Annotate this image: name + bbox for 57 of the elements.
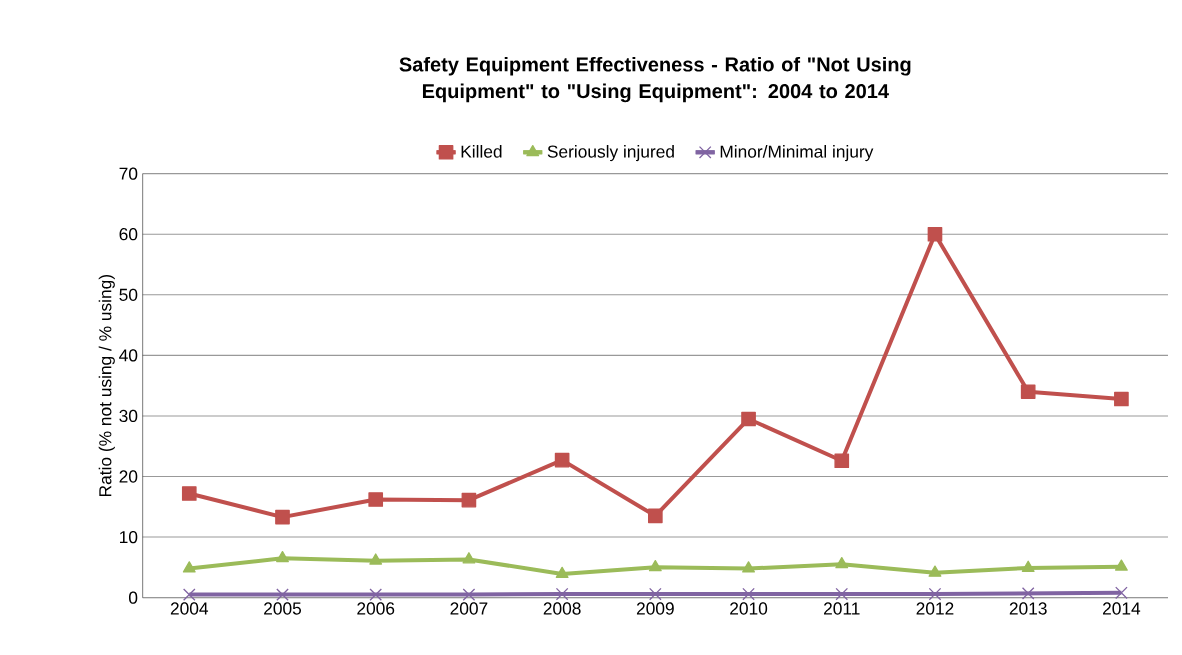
x-tick-label: 2005: [264, 602, 302, 615]
y-tick-label: 10: [120, 530, 138, 544]
point: [1115, 586, 1128, 600]
x-tick-label: 2012: [916, 602, 954, 615]
point: [1114, 559, 1128, 571]
point: [276, 588, 289, 601]
point: [555, 566, 569, 579]
point: [1021, 560, 1035, 572]
x-tick-label: 2006: [357, 602, 395, 615]
point: [368, 492, 384, 507]
point: [835, 587, 849, 601]
point: [182, 588, 196, 601]
x-tick-label: 2011: [824, 602, 860, 615]
x-tick-label: 2007: [450, 602, 488, 615]
point: [835, 557, 849, 569]
y-tick-label: 40: [119, 349, 138, 362]
legend-label: Seriously injured: [547, 145, 674, 162]
point: [928, 565, 942, 577]
legend-label: Killed: [461, 145, 502, 158]
y-tick-label: 70: [119, 167, 138, 180]
point: [1114, 391, 1129, 407]
point: [182, 561, 196, 573]
point: [741, 411, 756, 427]
point: [555, 587, 569, 601]
point: [554, 452, 570, 468]
point: [648, 560, 662, 572]
point: [276, 550, 289, 563]
point: [1020, 384, 1036, 400]
y-tick-label: 0: [128, 591, 138, 604]
point: [648, 508, 663, 524]
y-tick-label: 60: [119, 228, 138, 241]
point: [928, 587, 942, 601]
y-tick-label: 30: [119, 409, 138, 423]
point: [742, 561, 755, 573]
y-tick-label: 20: [119, 470, 138, 483]
point: [649, 587, 662, 601]
point: [927, 226, 943, 242]
point: [275, 509, 290, 525]
legend-label: Minor/Minimal injury: [720, 145, 874, 162]
x-tick-label: 2009: [636, 602, 674, 615]
y-axis-title: Ratio (% not using / % using): [98, 275, 115, 496]
x-tick-label: 2004: [170, 602, 209, 615]
point: [742, 587, 755, 601]
x-tick-label: 2013: [1009, 602, 1047, 615]
point: [181, 486, 197, 501]
chart-title: Safety Equipment Effectiveness - Ratio of "Not Using Equipment" to "Using Equipment": 2004 to 2014: [399, 56, 911, 103]
point: [369, 553, 383, 565]
x-tick-label: 2010: [730, 602, 768, 615]
x-tick-label: 2008: [543, 602, 581, 615]
x-tick-label: 2014: [1103, 602, 1141, 615]
point: [462, 552, 476, 564]
point: [461, 492, 477, 508]
point: [462, 588, 476, 601]
point: [369, 588, 383, 601]
point: [1021, 587, 1035, 600]
point: [834, 453, 850, 469]
y-tick-label: 50: [119, 288, 138, 301]
